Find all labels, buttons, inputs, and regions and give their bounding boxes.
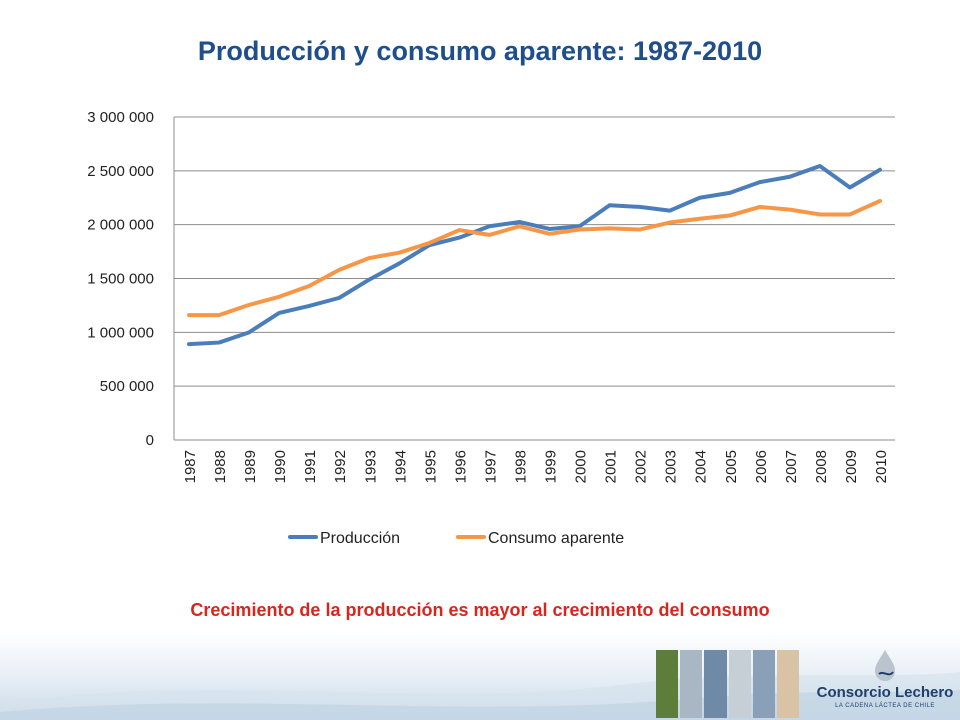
x-tick-label: 2010 <box>873 450 890 483</box>
y-axis-tick-labels: 0 500 000 1 000 000 1 500 000 2 000 000 2 500… <box>87 109 154 449</box>
x-tick-label: 1999 <box>543 450 560 483</box>
x-tick-label: 2005 <box>723 450 740 483</box>
logo-tagline: LA CADENA LÁCTEA DE CHILE <box>835 703 935 709</box>
slide-title: Producción y consumo aparente: 1987-2010 <box>197 36 763 66</box>
photo-tile <box>704 650 727 718</box>
x-tick-label: 2002 <box>633 450 650 483</box>
x-tick-label: 1988 <box>212 450 229 483</box>
chart-series <box>187 163 882 347</box>
x-axis-tick-labels: 1987 1988 1989 1990 1991 1992 1993 1994 1995 1996… <box>182 450 890 483</box>
x-tick-label: 2000 <box>573 450 590 483</box>
x-tick-label: 1992 <box>332 450 349 483</box>
series-line-1 <box>187 163 882 347</box>
y-tick-label: 2 500 000 <box>87 163 154 180</box>
x-tick-label: 2003 <box>663 450 680 483</box>
y-tick-label: 3 000 000 <box>87 109 154 126</box>
slide-subtitle: Crecimiento de la producción es mayor al… <box>190 600 770 620</box>
chart-legend: Producción Consumo aparente <box>288 530 624 547</box>
logo-name: Consorcio Lechero <box>816 684 954 701</box>
x-tick-label: 2001 <box>603 450 620 483</box>
x-tick-label: 1991 <box>302 450 319 483</box>
x-tick-label: 2007 <box>783 450 800 483</box>
photo-tile <box>776 650 800 718</box>
x-tick-label: 2008 <box>813 450 830 483</box>
x-tick-label: 1994 <box>392 450 409 483</box>
x-tick-label: 2009 <box>843 450 860 483</box>
consorcio-lechero-logo: Consorcio Lechero LA CADENA LÁCTEA DE CH… <box>815 648 955 716</box>
x-tick-label: 1989 <box>242 450 259 483</box>
y-tick-label: 2 000 000 <box>87 217 154 234</box>
photo-tile <box>728 650 751 718</box>
x-tick-label: 1987 <box>182 450 199 483</box>
y-tick-label: 0 <box>146 432 154 449</box>
chart-gridlines <box>173 116 895 441</box>
series-line-2 <box>187 198 882 318</box>
legend-label: Producción <box>320 530 400 547</box>
photo-strip <box>656 650 801 718</box>
x-tick-label: 2006 <box>753 450 770 483</box>
y-tick-label: 1 000 000 <box>87 324 154 341</box>
legend-label: Consumo aparente <box>488 530 624 547</box>
x-tick-label: 2004 <box>693 450 710 483</box>
x-tick-label: 1997 <box>482 450 499 483</box>
x-tick-label: 1995 <box>422 450 439 483</box>
photo-tile <box>680 650 703 718</box>
milk-drop-icon <box>875 650 895 681</box>
x-tick-label: 1996 <box>452 450 469 483</box>
x-tick-label: 1990 <box>272 450 289 483</box>
photo-tile <box>752 650 775 718</box>
y-tick-label: 500 000 <box>100 378 154 395</box>
photo-tile <box>656 650 679 718</box>
line-chart: 0 500 000 1 000 000 1 500 000 2 000 000 2 500… <box>87 109 895 547</box>
x-tick-label: 1993 <box>362 450 379 483</box>
y-tick-label: 1 500 000 <box>87 271 154 288</box>
x-tick-label: 1998 <box>512 450 529 483</box>
